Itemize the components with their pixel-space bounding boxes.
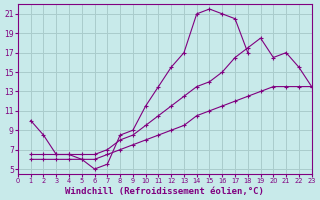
X-axis label: Windchill (Refroidissement éolien,°C): Windchill (Refroidissement éolien,°C)	[65, 187, 264, 196]
